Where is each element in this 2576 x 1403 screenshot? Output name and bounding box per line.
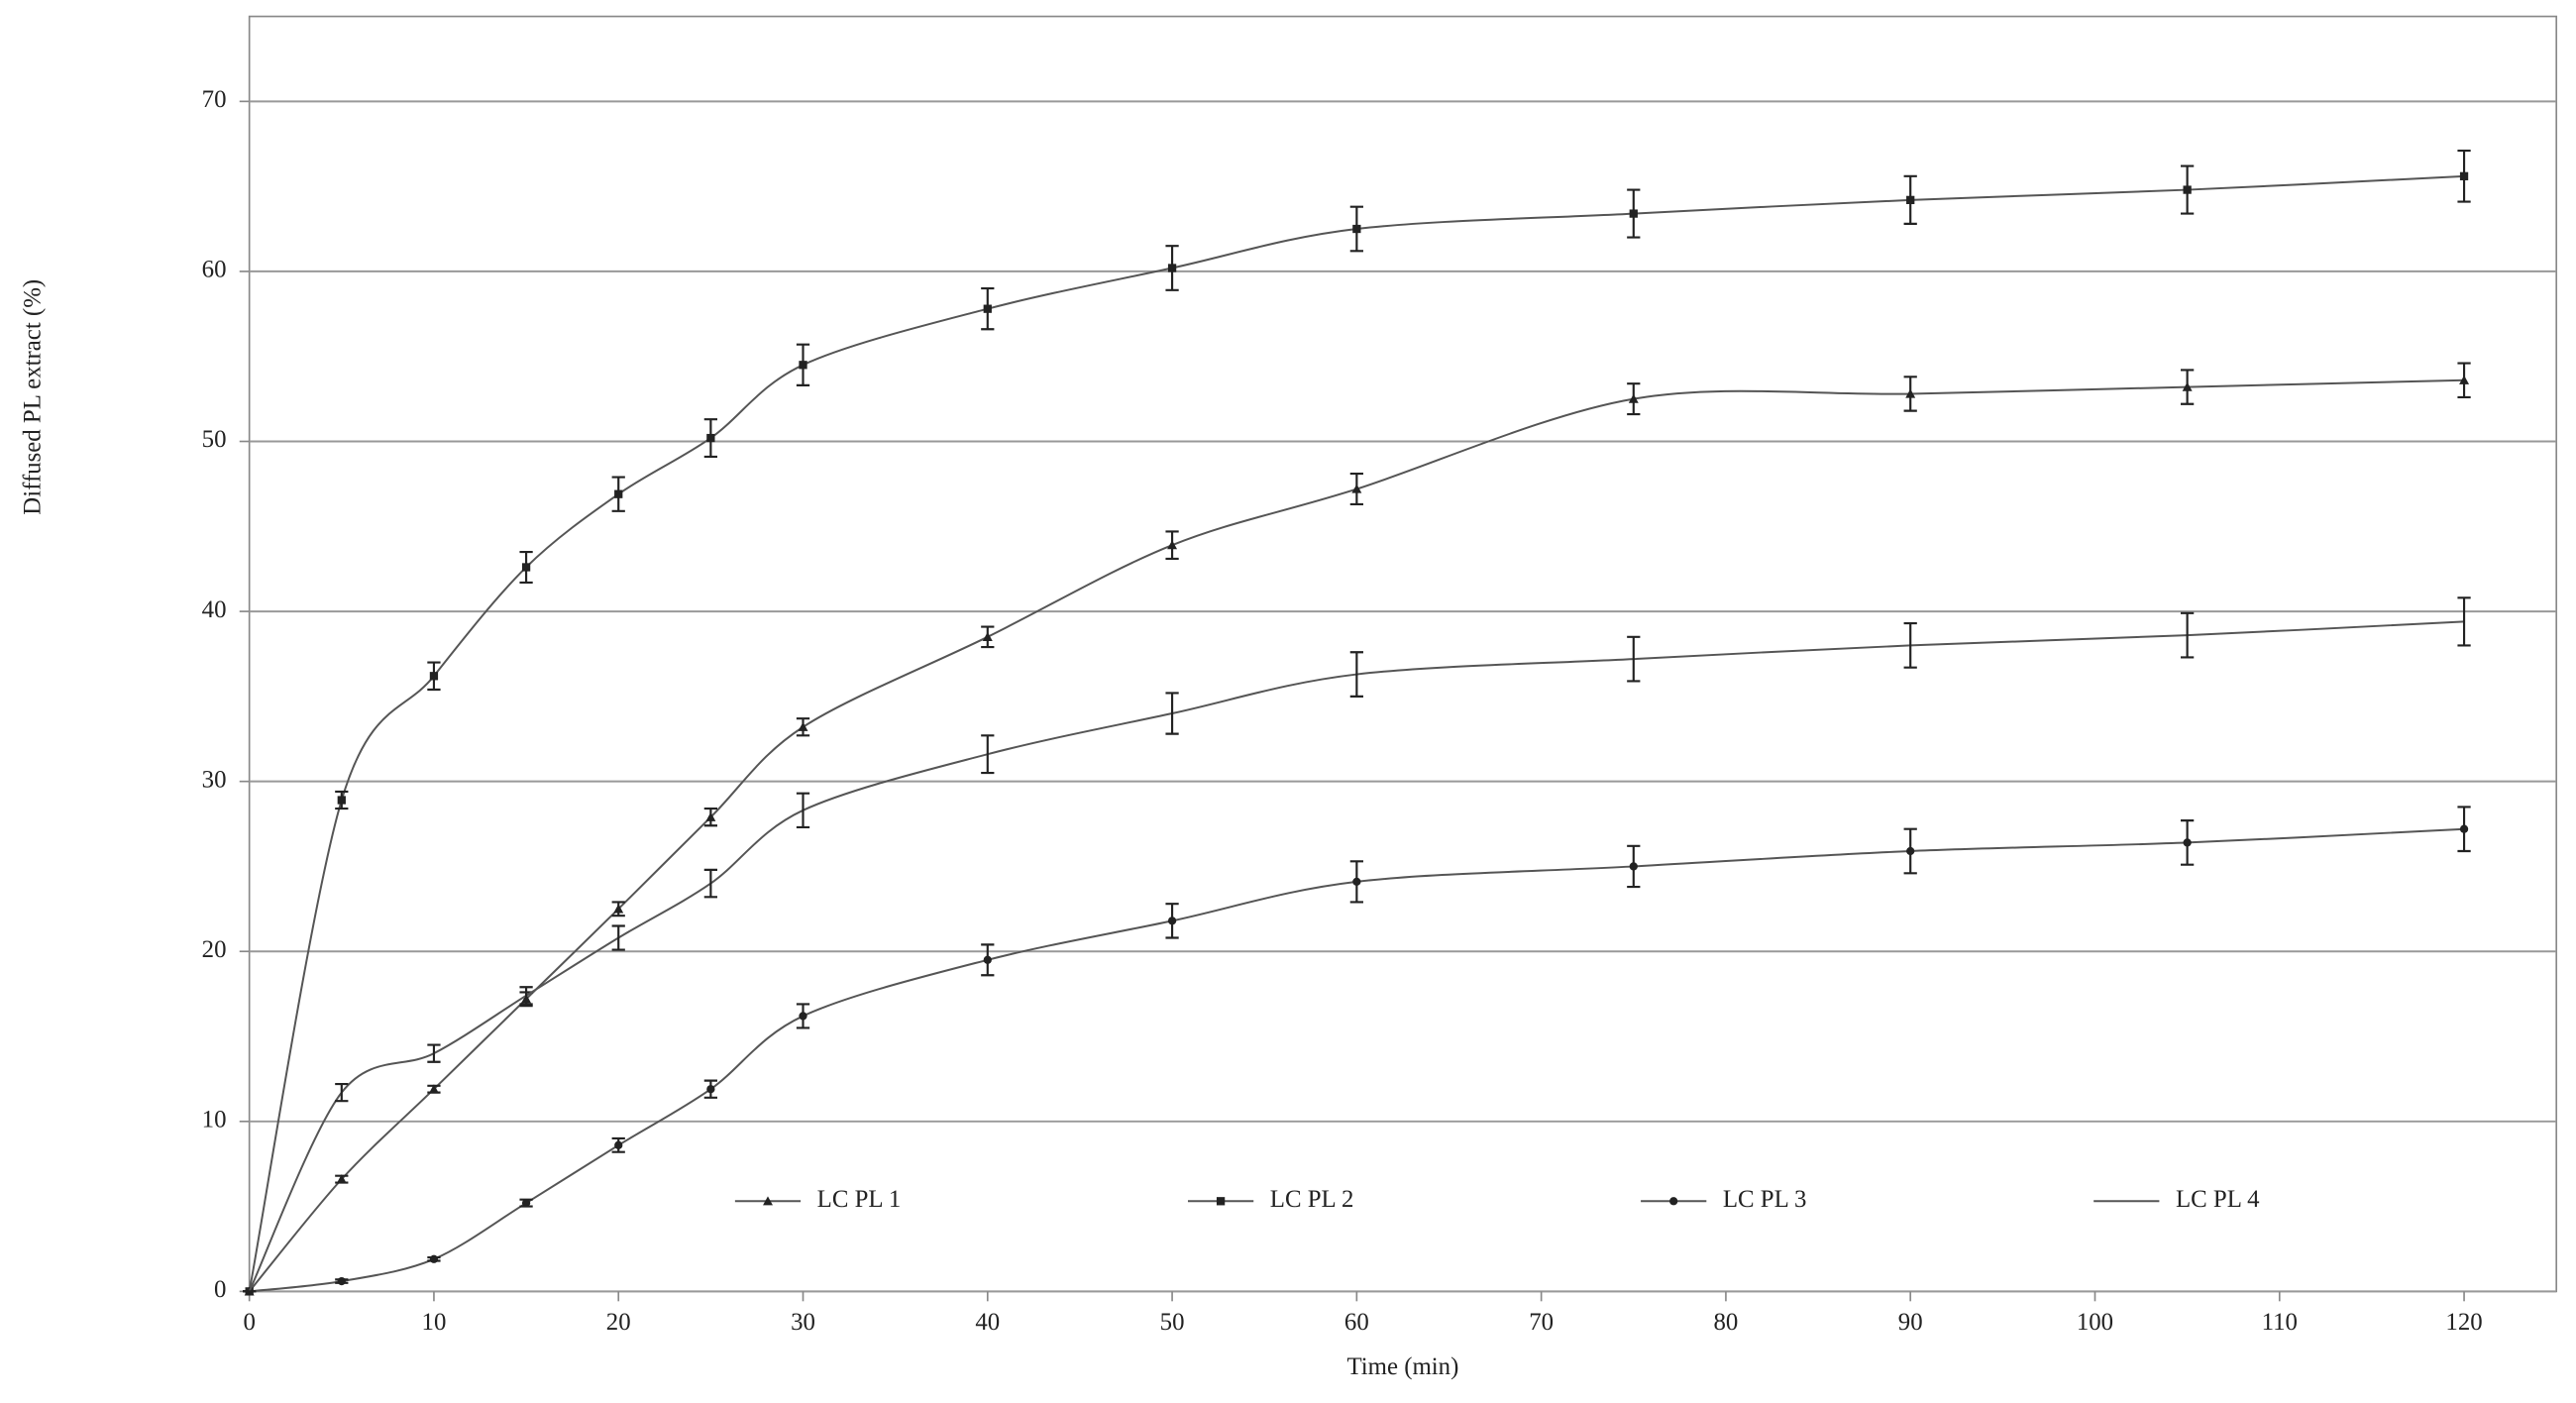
error-bar [1165,692,1179,735]
legend-label: LC PL 1 [817,1186,902,1213]
data-point [706,433,715,443]
error-bar [703,868,717,899]
error-bar [2181,611,2195,659]
data-point [428,1084,439,1094]
error-bar [519,986,533,1006]
y-tick-label: 20 [202,936,227,963]
error-bar [981,734,995,775]
series-line [249,827,2465,1293]
data-point [1906,846,1915,856]
x-tick-label: 90 [1898,1309,1923,1336]
data-point [613,904,624,914]
y-tick-label: 40 [202,596,227,623]
data-point [1352,224,1361,234]
y-tick-label: 60 [202,257,227,283]
data-point [799,1012,807,1021]
data-point [614,1140,623,1149]
x-tick-label: 50 [1160,1309,1185,1336]
data-point [1628,393,1639,403]
y-tick-label: 70 [202,86,227,113]
data-point [705,811,716,821]
y-axis-label: Diffused PL extract (%) [19,279,46,515]
data-point [706,1085,715,1094]
x-tick-label: 30 [791,1309,815,1336]
x-tick-label: 120 [2445,1309,2482,1336]
y-tick-label: 0 [214,1276,226,1303]
data-point [337,1276,346,1286]
data-point [614,489,623,498]
error-bar [1349,651,1363,698]
x-tick-label: 20 [606,1309,631,1336]
data-point [983,304,992,313]
data-point [1167,264,1177,272]
data-point [429,1254,439,1263]
data-point [2182,381,2193,391]
data-point [1167,540,1178,550]
y-tick-label: 30 [202,766,227,793]
data-point [799,361,807,370]
legend-label: LC PL 2 [1270,1186,1354,1213]
data-point [982,631,993,641]
data-point [521,1199,531,1208]
series-line [248,174,2465,1292]
series-line [248,378,2465,1293]
legend-label: LC PL 4 [2176,1186,2260,1213]
error-bar [2457,596,2471,647]
data-point [1629,209,1638,218]
data-point [2183,185,2192,194]
error-bar [427,1043,441,1063]
data-point [1629,862,1638,871]
x-tick-label: 10 [422,1309,447,1336]
data-point [336,1174,347,1184]
data-point [1351,484,1362,493]
data-point [1167,917,1177,925]
x-tick-label: 60 [1344,1309,1369,1336]
data-point [429,672,439,681]
data-point [1352,877,1361,887]
data-point [1906,195,1915,205]
error-bar [796,792,810,829]
x-tick-label: 0 [243,1309,255,1336]
x-tick-label: 40 [975,1309,1000,1336]
plot-frame [248,15,2558,1293]
data-point [2459,824,2469,833]
y-tick-label: 50 [202,426,227,453]
series-line [248,620,2465,1292]
error-bar [611,924,625,951]
data-point [2183,838,2192,847]
error-bar [1903,622,1917,669]
data-point [2459,171,2469,180]
error-bar [1627,635,1641,683]
x-tick-label: 80 [1714,1309,1739,1336]
data-point [983,955,992,964]
x-axis-label: Time (min) [1346,1353,1458,1380]
x-tick-label: 100 [2077,1309,2113,1336]
legend-marker [763,1196,773,1206]
y-tick-label: 10 [202,1107,227,1133]
x-tick-label: 70 [1529,1309,1554,1336]
data-point [798,721,808,731]
legend-label: LC PL 3 [1723,1186,1807,1213]
data-point [521,563,531,572]
legend-marker [1669,1197,1678,1206]
data-point [337,796,346,805]
data-point [2459,375,2470,384]
legend-marker [1216,1197,1226,1206]
x-tick-label: 110 [2262,1309,2298,1336]
data-point [1905,388,1916,398]
error-bar [335,1082,349,1103]
